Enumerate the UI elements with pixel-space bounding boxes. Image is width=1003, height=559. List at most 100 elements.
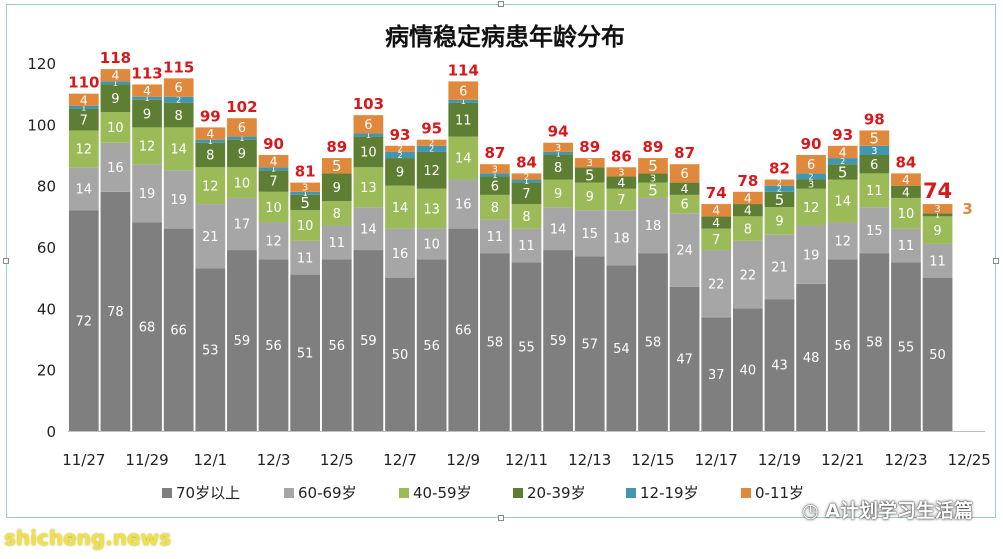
bar-segment bbox=[258, 170, 289, 192]
bar-segment bbox=[701, 317, 732, 431]
bar-segment bbox=[100, 84, 131, 113]
bar-segment-label: 7 bbox=[269, 175, 277, 190]
bar-segment-label: 14 bbox=[392, 201, 409, 216]
bar-segment-label: 1 bbox=[935, 211, 940, 220]
bar-segment-label: 1 bbox=[492, 171, 497, 180]
bar-segment bbox=[163, 96, 194, 103]
bar-segment bbox=[68, 210, 99, 431]
bar-segment bbox=[638, 253, 668, 431]
bar-segment-label: 6 bbox=[870, 158, 878, 173]
x-tick-label: 12/17 bbox=[695, 451, 738, 469]
bar-segment bbox=[68, 167, 99, 211]
bar-segment-label: 59 bbox=[234, 334, 251, 349]
x-tick-label: 12/19 bbox=[758, 451, 801, 469]
bar-segment-label: 1 bbox=[145, 94, 150, 103]
bar-segment-label: 58 bbox=[487, 336, 504, 351]
x-tick-label: 11/27 bbox=[62, 451, 105, 469]
resize-handle-left[interactable] bbox=[3, 258, 9, 264]
bar-segment-label: 47 bbox=[676, 353, 693, 368]
bar-segment bbox=[669, 213, 700, 287]
bar-segment bbox=[827, 179, 858, 223]
resize-handle-top[interactable] bbox=[498, 1, 504, 7]
bar-total-label: 102 bbox=[226, 98, 257, 116]
bar-segment-label: 5 bbox=[648, 182, 658, 200]
bar-segment bbox=[385, 151, 415, 159]
bar-segment-label: 56 bbox=[329, 339, 346, 354]
bar-segment-label: 4 bbox=[681, 181, 689, 196]
bar-segment-label: 40 bbox=[740, 363, 757, 378]
bars-group: 7214127141107816109141186819129141136619… bbox=[68, 49, 973, 431]
x-tick-label: 12/1 bbox=[193, 451, 227, 469]
bar-segment bbox=[448, 228, 479, 431]
resize-handle-bottom[interactable] bbox=[498, 515, 504, 521]
bar-segment-label: 4 bbox=[839, 144, 847, 159]
bar-segment bbox=[701, 250, 732, 318]
bar-segment bbox=[922, 216, 953, 244]
bar-segment bbox=[606, 210, 637, 266]
bar-total-label: 95 bbox=[421, 120, 442, 138]
bar-segment bbox=[543, 207, 573, 251]
bar-total-label: 93 bbox=[390, 126, 411, 144]
resize-handle-right[interactable] bbox=[993, 258, 999, 264]
bar-segment bbox=[511, 173, 542, 180]
bar-segment bbox=[290, 240, 321, 275]
bar-segment-label: 2 bbox=[397, 151, 402, 160]
bar-segment bbox=[480, 176, 510, 195]
bar-total-label: 113 bbox=[131, 64, 162, 82]
bar-segment-label: 11 bbox=[898, 239, 915, 254]
bar-segment bbox=[68, 93, 99, 106]
legend-swatch bbox=[162, 488, 172, 498]
bar-segment-label: 3 bbox=[492, 164, 498, 175]
bar-segment bbox=[385, 185, 415, 229]
y-tick-label: 60 bbox=[37, 239, 56, 257]
bar-segment bbox=[227, 167, 257, 198]
bar-segment-label: 4 bbox=[744, 203, 752, 218]
bar-total-label: 84 bbox=[896, 153, 917, 171]
bar-segment bbox=[321, 201, 352, 226]
bar-segment bbox=[638, 173, 668, 183]
legend-label: 60-69岁 bbox=[298, 484, 357, 502]
bar-segment bbox=[227, 136, 257, 140]
bar-total-label: 90 bbox=[801, 135, 822, 153]
bar-segment bbox=[796, 155, 826, 174]
bar-segment bbox=[227, 250, 257, 431]
bar-segment bbox=[290, 210, 321, 241]
bar-segment-label: 22 bbox=[708, 277, 725, 292]
bar-stack: 54 18 7 43 86 bbox=[606, 147, 637, 431]
bar-segment bbox=[574, 210, 605, 257]
bar-segment bbox=[290, 191, 321, 195]
bar-segment-label: 19 bbox=[170, 193, 187, 208]
bar-segment bbox=[891, 262, 921, 431]
legend-label: 70岁以上 bbox=[176, 484, 240, 502]
bar-segment-label: 2 bbox=[777, 185, 782, 194]
bar-segment-label: 6 bbox=[807, 158, 815, 173]
legend-item: 40-59岁 bbox=[399, 484, 472, 502]
bar-segment-label: 4 bbox=[617, 175, 625, 190]
watermark-right: ◷ A计划学习生活篇 bbox=[802, 496, 973, 523]
y-tick-label: 0 bbox=[46, 423, 56, 441]
bar-segment-label: 59 bbox=[360, 334, 377, 349]
bar-segment-label: 9 bbox=[586, 190, 594, 205]
bar-segment-label: 3 bbox=[618, 167, 624, 178]
bar-segment bbox=[290, 274, 321, 431]
bar-total-label: 81 bbox=[295, 163, 316, 181]
bar-segment-label: 9 bbox=[238, 147, 246, 162]
legend-item: 12-19岁 bbox=[626, 484, 699, 502]
x-tick-label: 12/15 bbox=[631, 451, 674, 469]
bar-segment-label: 1 bbox=[303, 189, 308, 198]
bar-segment bbox=[669, 182, 700, 195]
bar-segment bbox=[68, 109, 99, 131]
bar-segment bbox=[701, 228, 732, 251]
bar-segment bbox=[195, 204, 226, 269]
bar-segment-label: 12 bbox=[139, 139, 156, 154]
bar-segment bbox=[100, 142, 131, 192]
bar-segment bbox=[511, 204, 542, 229]
bar-segment bbox=[891, 173, 921, 186]
bar-segment bbox=[543, 142, 573, 152]
bar-segment-label: 50 bbox=[392, 348, 409, 363]
